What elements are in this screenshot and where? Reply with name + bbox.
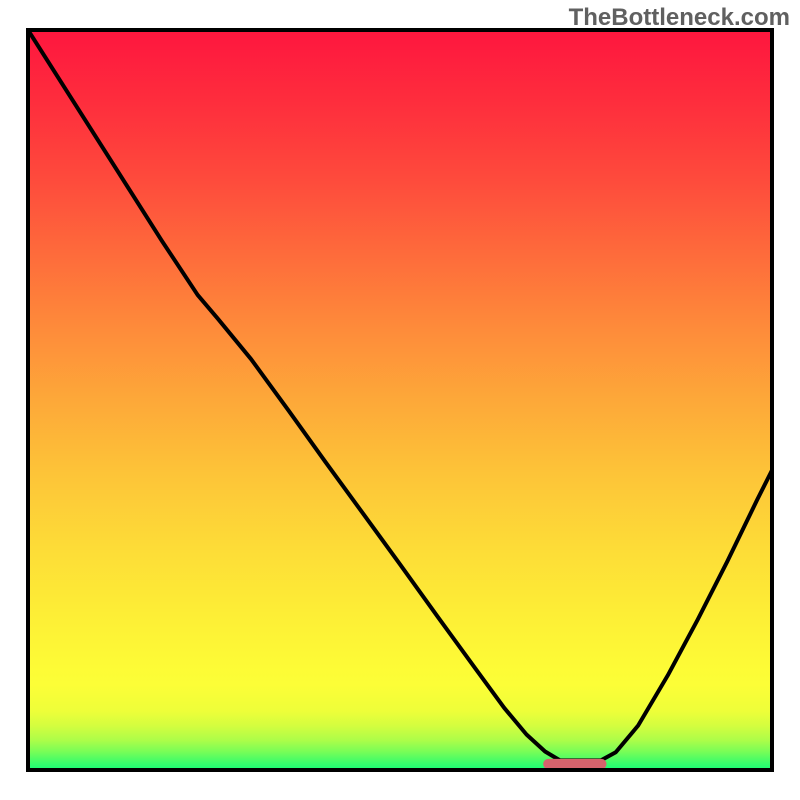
watermark-text: TheBottleneck.com [569,4,790,32]
gradient-background [28,30,772,770]
optimum-marker [543,759,606,769]
chart-container: TheBottleneck.com [0,0,800,800]
bottleneck-chart [0,0,800,800]
